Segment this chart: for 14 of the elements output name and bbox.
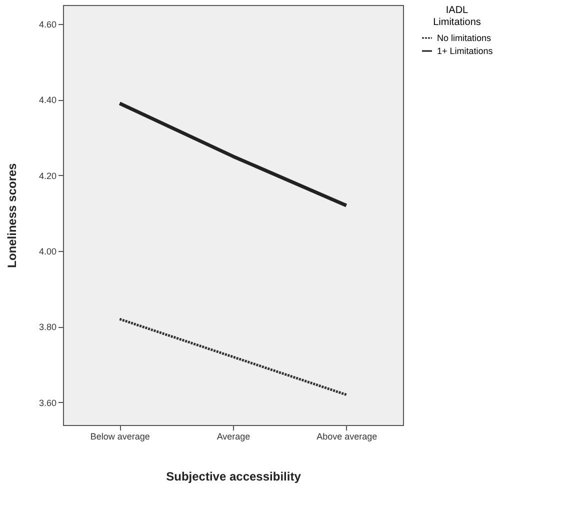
legend-label: 1+ Limitations: [437, 46, 494, 56]
y-tick-label: 3.60: [38, 398, 56, 408]
x-tick-label: Average: [216, 432, 250, 442]
legend-label: No limitations: [437, 33, 492, 43]
x-tick-label: Below average: [90, 432, 150, 442]
y-tick-label: 4.40: [38, 95, 56, 106]
y-tick-label: 4.60: [38, 19, 56, 30]
y-axis-title: Loneliness scores: [4, 162, 19, 268]
y-tick-label: 3.80: [38, 322, 56, 332]
x-tick-label: Above average: [316, 432, 378, 442]
y-tick-label: 4.00: [38, 246, 56, 256]
x-axis-title: Subjective accessibility: [166, 470, 302, 484]
legend-title: IADL Limitations: [433, 5, 481, 28]
y-tick-label: 4.20: [38, 170, 56, 181]
